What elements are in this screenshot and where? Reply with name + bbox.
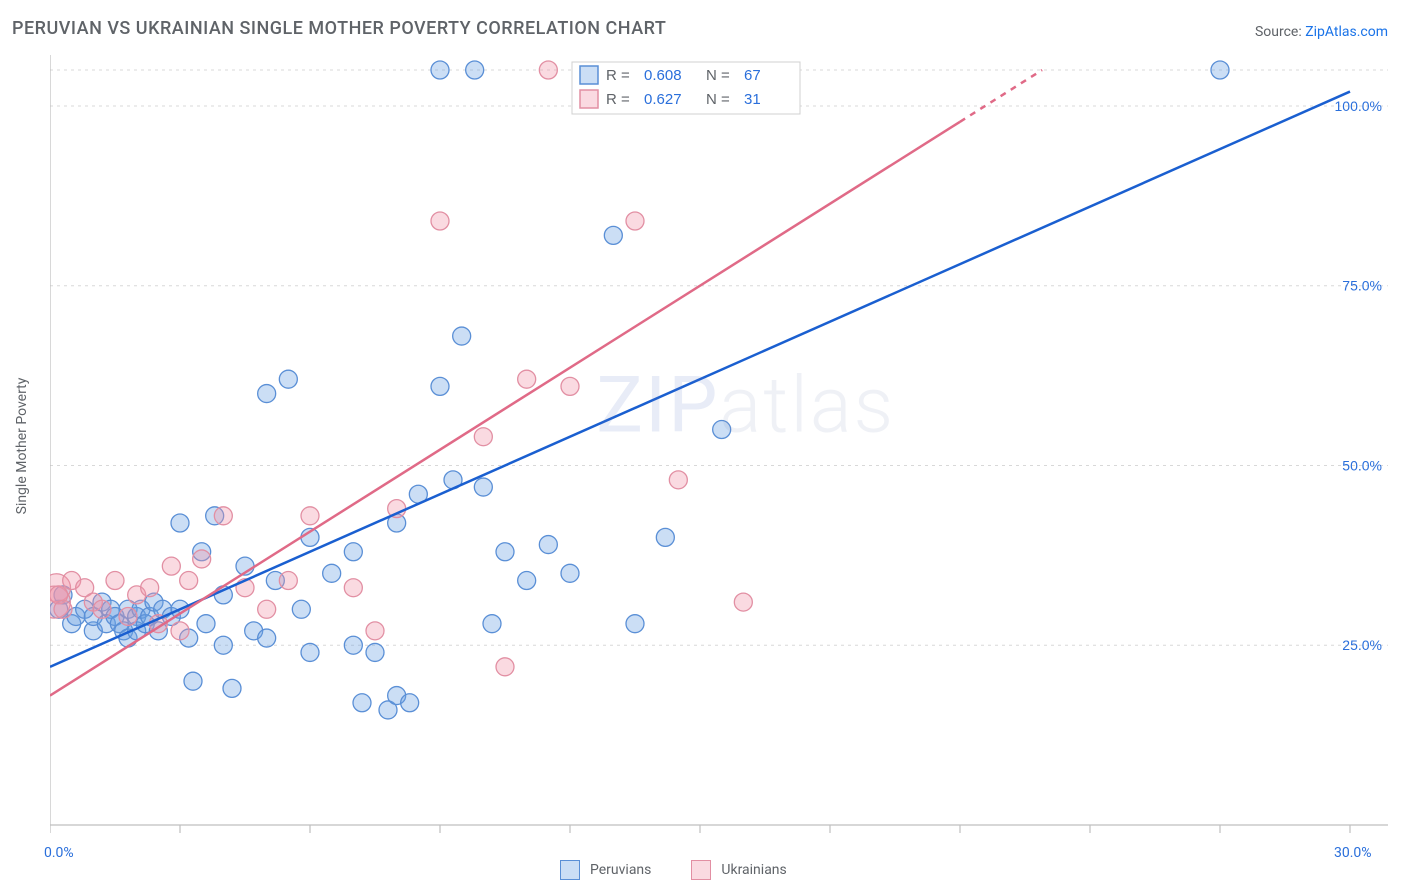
svg-text:R =: R = [606, 91, 630, 108]
chart-title: PERUVIAN VS UKRAINIAN SINGLE MOTHER POVE… [12, 18, 666, 39]
legend-label: Peruvians [590, 862, 651, 878]
svg-text:31: 31 [744, 91, 761, 108]
legend-item: Peruvians [560, 860, 651, 880]
x-tick-label: 0.0% [44, 845, 74, 861]
legend-item: Ukrainians [691, 860, 786, 880]
svg-text:R =: R = [606, 67, 630, 84]
source-link[interactable]: ZipAtlas.com [1305, 24, 1388, 40]
svg-text:50.0%: 50.0% [1342, 457, 1382, 473]
legend-label: Ukrainians [721, 862, 786, 878]
svg-text:0.608: 0.608 [644, 67, 682, 84]
chart-plot-area: 25.0% 50.0% 75.0% 100.0% R = 0.608 N = 67 R = 0.6… [50, 55, 1388, 852]
svg-text:100.0%: 100.0% [1335, 98, 1382, 114]
svg-text:N =: N = [706, 67, 730, 84]
scatter-chart-svg: 25.0% 50.0% 75.0% 100.0% R = 0.608 N = 67 R = 0.6… [50, 55, 1388, 852]
svg-text:25.0%: 25.0% [1342, 637, 1382, 653]
svg-text:67: 67 [744, 67, 761, 84]
x-tick-label: 30.0% [1334, 845, 1372, 861]
legend-swatch [691, 860, 711, 880]
svg-text:75.0%: 75.0% [1342, 278, 1382, 294]
chart-container: PERUVIAN VS UKRAINIAN SINGLE MOTHER POVE… [0, 0, 1406, 892]
series-legend: Peruvians Ukrainians [560, 860, 787, 880]
svg-text:N =: N = [706, 91, 730, 108]
y-axis-label: Single Mother Poverty [14, 378, 30, 515]
source-prefix: Source: [1255, 24, 1305, 40]
legend-swatch [560, 860, 580, 880]
svg-text:0.627: 0.627 [644, 91, 682, 108]
source-attribution: Source: ZipAtlas.com [1255, 24, 1388, 40]
